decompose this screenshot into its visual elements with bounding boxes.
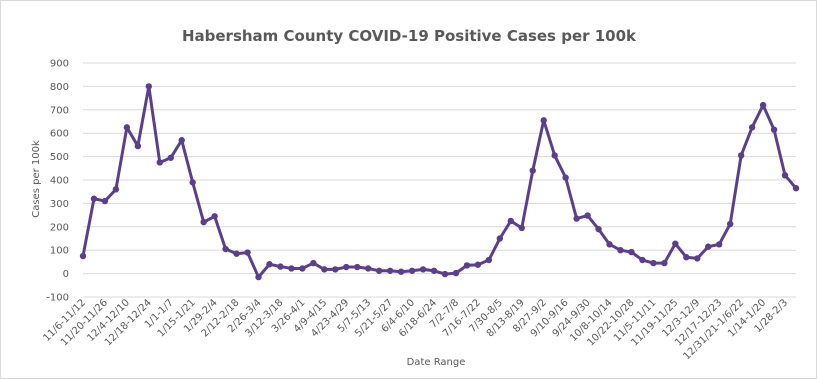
data-point <box>781 172 789 179</box>
x-axis-label: Date Range <box>407 357 466 368</box>
y-tick-label: 200 <box>50 222 69 233</box>
data-point <box>562 174 569 181</box>
data-point <box>419 266 427 273</box>
y-tick-label: -100 <box>46 293 69 304</box>
data-point <box>288 265 295 272</box>
data-point <box>650 259 657 267</box>
data-point <box>277 263 284 270</box>
data-point <box>792 184 800 192</box>
data-point <box>540 117 547 124</box>
data-point <box>112 186 120 193</box>
data-point <box>178 137 185 144</box>
data-point <box>573 215 580 222</box>
data-point <box>726 220 734 228</box>
data-point <box>101 197 109 205</box>
data-point <box>332 266 339 273</box>
gridlines <box>83 62 796 298</box>
x-axis-ticks: 11/6-11/1211/20-11/2612/4-12/1012/18-12/… <box>42 297 791 362</box>
data-point <box>595 225 602 233</box>
data-point <box>200 218 207 226</box>
data-point <box>375 267 383 274</box>
data-point <box>748 124 756 131</box>
data-point <box>354 263 361 271</box>
data-point <box>705 243 712 250</box>
data-point <box>759 101 767 109</box>
y-axis-ticks: -100 0 100 200 300 400 500 600 700 800 900 <box>46 59 69 304</box>
data-point <box>365 265 372 272</box>
data-point <box>134 142 142 150</box>
data-point <box>145 83 153 90</box>
data-point <box>694 255 701 262</box>
y-tick-label: 900 <box>50 59 69 70</box>
y-tick-label: 500 <box>50 152 69 163</box>
data-point <box>507 217 514 225</box>
y-tick-label: 700 <box>50 105 69 116</box>
data-point <box>452 269 460 277</box>
data-point <box>167 154 174 161</box>
data-point <box>639 256 646 264</box>
data-point <box>189 179 196 186</box>
y-tick-label: 300 <box>50 199 69 210</box>
data-point <box>90 195 98 202</box>
data-point <box>529 167 536 174</box>
data-point <box>716 241 723 248</box>
y-tick-label: 400 <box>50 176 69 187</box>
data-point <box>474 261 482 268</box>
series-layer <box>79 83 800 281</box>
data-point <box>518 224 525 232</box>
data-point <box>770 126 778 133</box>
chart-title: Habersham County COVID-19 Positive Cases… <box>182 27 637 45</box>
data-point <box>222 245 229 253</box>
data-point <box>244 249 251 256</box>
data-point <box>463 262 471 269</box>
data-point <box>683 254 690 261</box>
data-point <box>485 256 493 264</box>
data-point <box>233 250 240 257</box>
y-tick-label: 800 <box>50 82 69 93</box>
data-point <box>79 252 87 260</box>
data-point <box>386 267 394 274</box>
data-point <box>672 240 679 247</box>
data-point <box>321 266 328 273</box>
data-point <box>628 248 635 256</box>
data-point <box>584 212 591 219</box>
data-point <box>310 259 317 267</box>
data-point <box>397 268 405 275</box>
y-tick-label: 100 <box>50 246 69 257</box>
data-point <box>496 235 504 242</box>
data-point <box>343 263 350 271</box>
data-point <box>211 213 218 220</box>
data-point <box>617 247 624 254</box>
data-point <box>156 159 163 166</box>
data-point <box>123 124 131 131</box>
data-point <box>408 267 416 274</box>
data-point <box>606 241 613 248</box>
data-point <box>551 152 558 159</box>
y-tick-label: 600 <box>50 129 69 140</box>
data-point <box>266 261 273 268</box>
data-point <box>299 265 306 272</box>
data-point <box>441 270 449 278</box>
data-point <box>255 273 262 281</box>
y-axis-label: Cases per 100k <box>31 140 42 218</box>
data-point <box>430 267 438 274</box>
y-tick-label: 0 <box>63 269 69 280</box>
data-point <box>737 152 745 159</box>
data-point <box>661 259 668 267</box>
